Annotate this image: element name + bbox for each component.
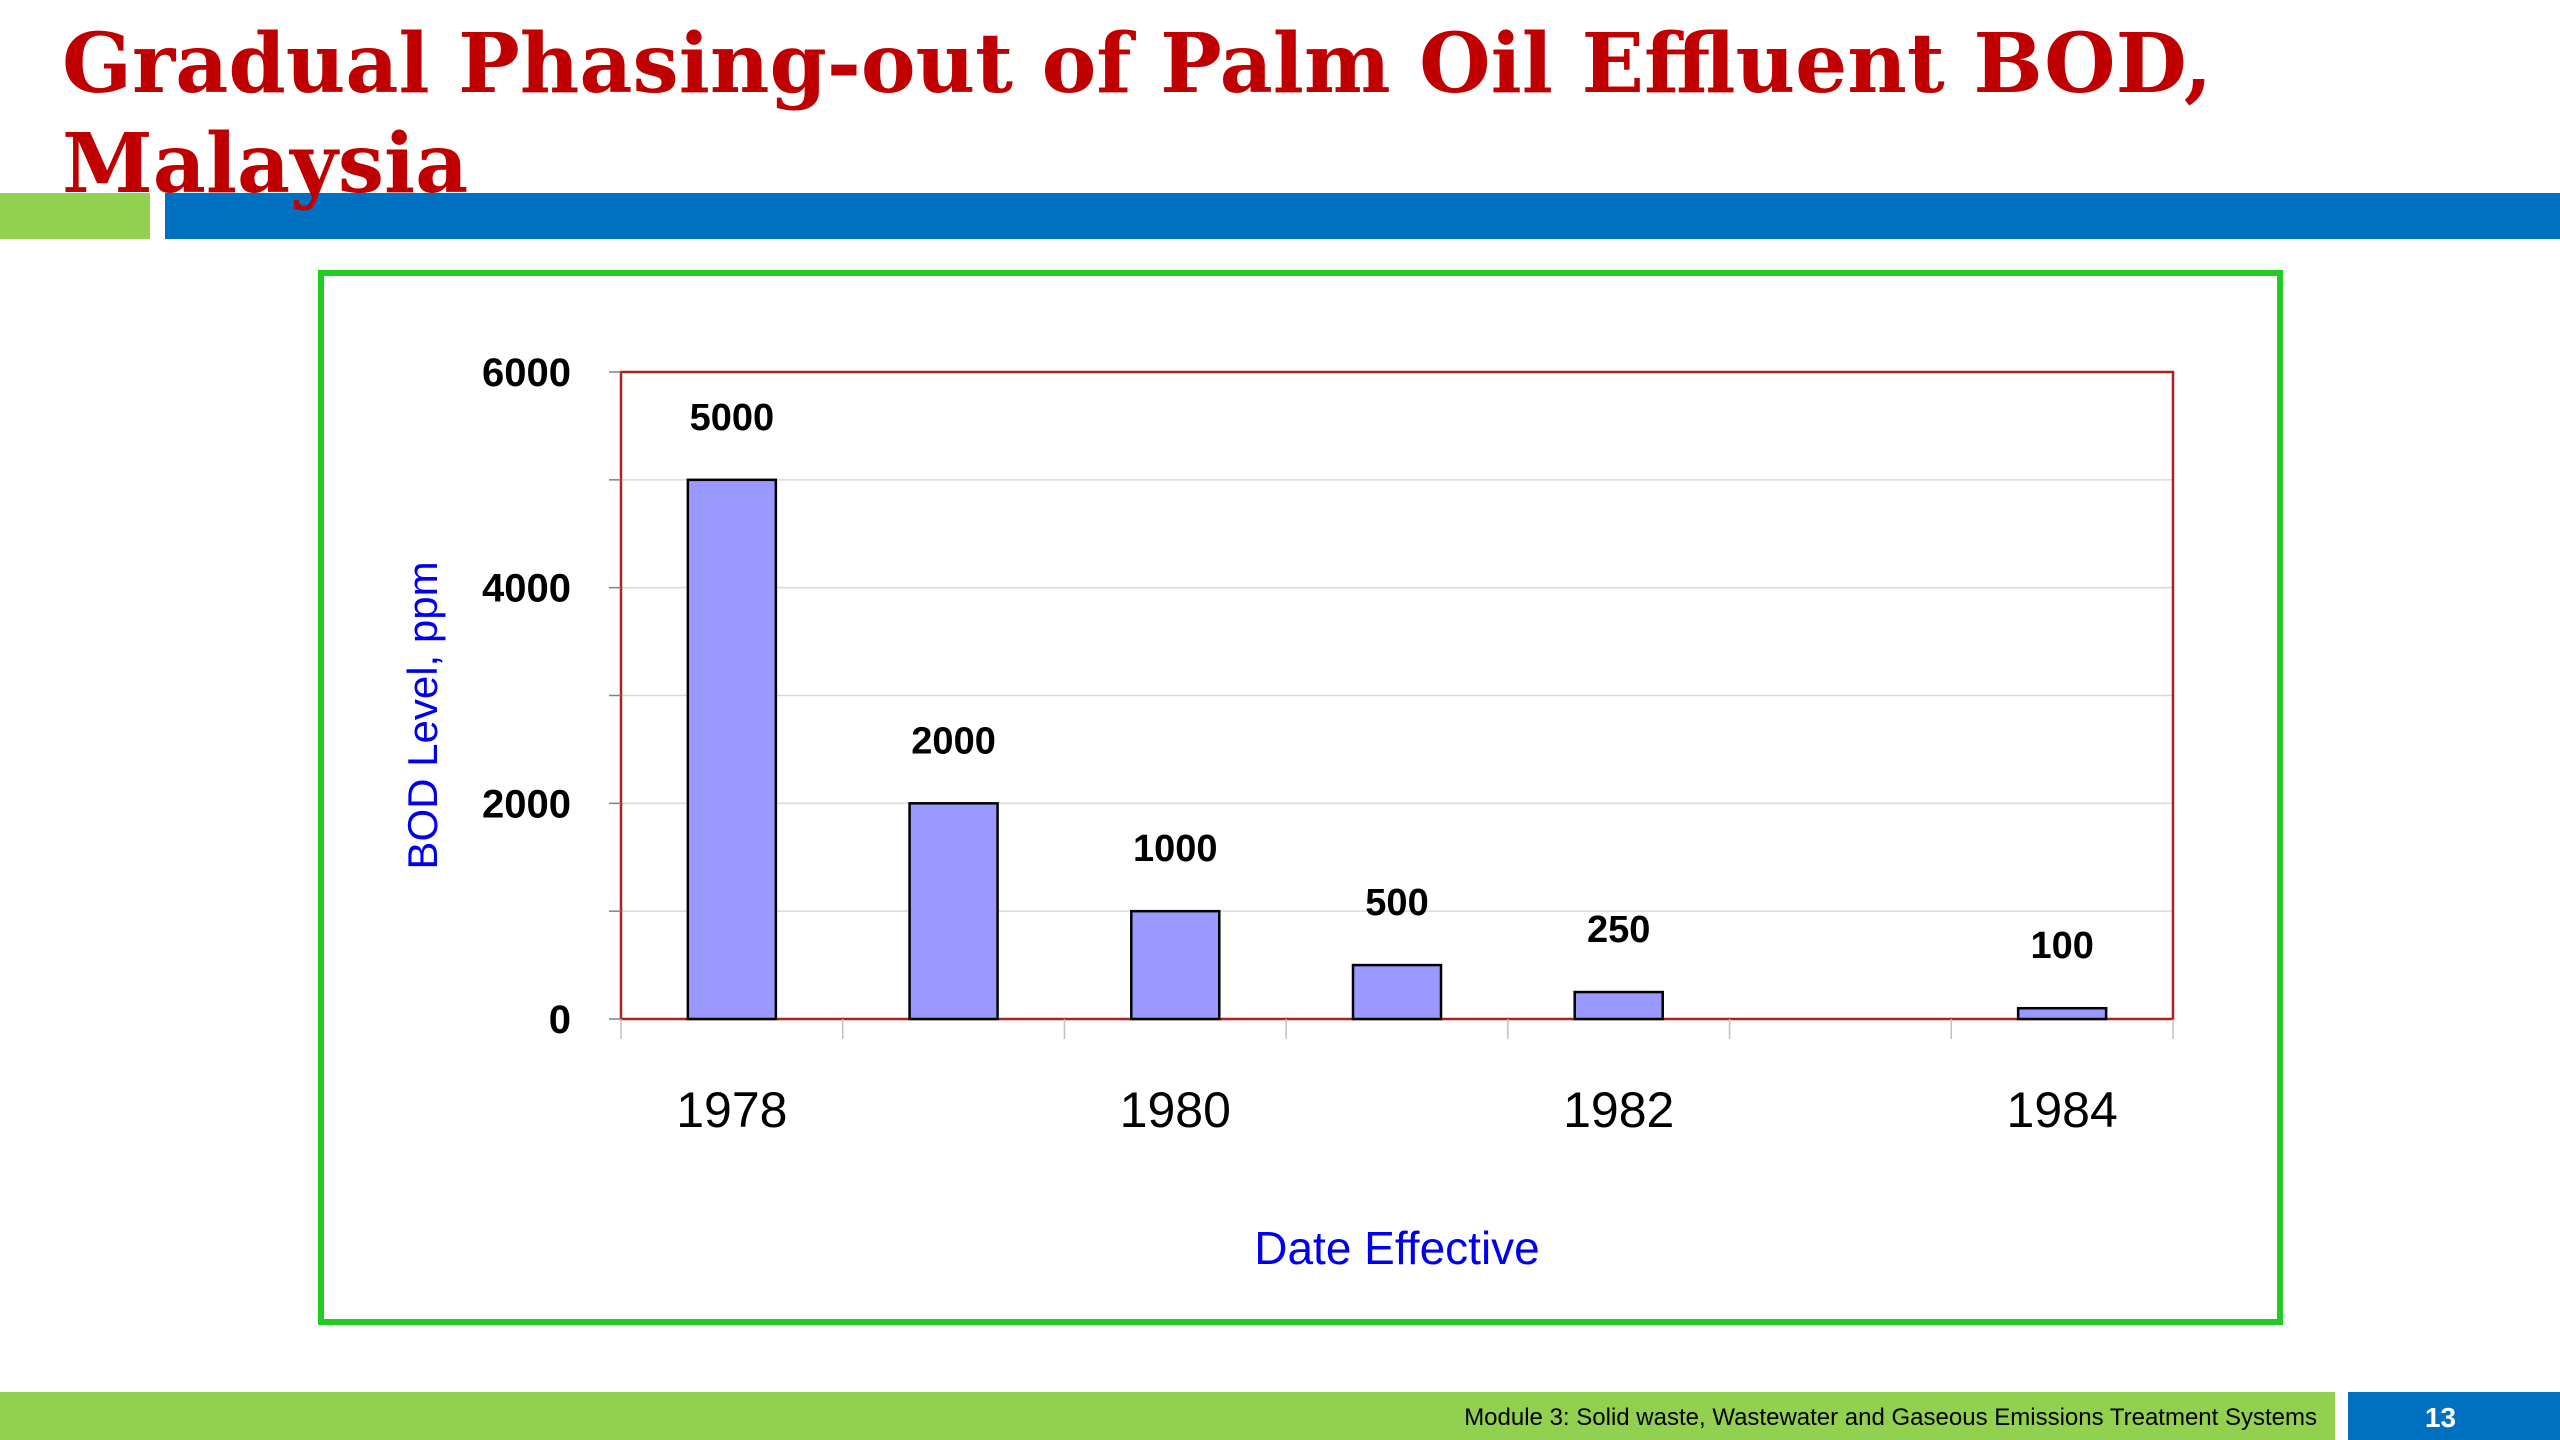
data-label-1982: 250 [1587, 909, 1650, 951]
x-axis-title: Date Effective [1254, 1222, 1540, 1274]
bar-1980 [1130, 909, 1221, 1021]
bar-1981 [1351, 963, 1443, 1021]
chart-frame: 0 2000 4000 6000 1978 1980 1982 1984 5000 2000 100… [318, 270, 2283, 1325]
page-number: 13 [2424, 1402, 2457, 1433]
data-label-1980: 1000 [1133, 828, 1218, 870]
slide-title: Gradual Phasing-out of Palm Oil Effluent… [62, 16, 2213, 212]
data-label-1984: 100 [2030, 925, 2093, 967]
bar-1978 [686, 478, 778, 1021]
page-number-box: 13 [2348, 1392, 2560, 1440]
x-tick-label: 1978 [676, 1082, 787, 1138]
x-tick-label: 1980 [1120, 1082, 1231, 1138]
y-axis-title: BOD Level, ppm [399, 561, 446, 869]
bod-bar-chart: 0 2000 4000 6000 1978 1980 1982 1984 5000 2000 100… [399, 351, 2175, 1274]
bar-1982 [1573, 990, 1664, 1021]
data-label-1981: 500 [1365, 882, 1428, 924]
data-label-1978: 5000 [690, 397, 775, 439]
y-tick-label: 4000 [482, 567, 571, 611]
footer-bar: Module 3: Solid waste, Wastewater and Ga… [0, 1392, 2335, 1440]
bar-1979 [908, 802, 999, 1021]
footer-module-text: Module 3: Solid waste, Wastewater and Ga… [1464, 1404, 2317, 1431]
x-tick-label: 1982 [1563, 1082, 1674, 1138]
y-tick-label: 0 [549, 998, 571, 1042]
y-tick-label: 6000 [482, 351, 571, 395]
header-band-green [0, 193, 150, 239]
bar-1984 [2016, 1006, 2108, 1021]
header-band-blue [165, 193, 2560, 239]
data-label-1979: 2000 [911, 720, 996, 762]
x-tick-label: 1984 [2007, 1082, 2118, 1138]
y-tick-label: 2000 [482, 782, 571, 826]
